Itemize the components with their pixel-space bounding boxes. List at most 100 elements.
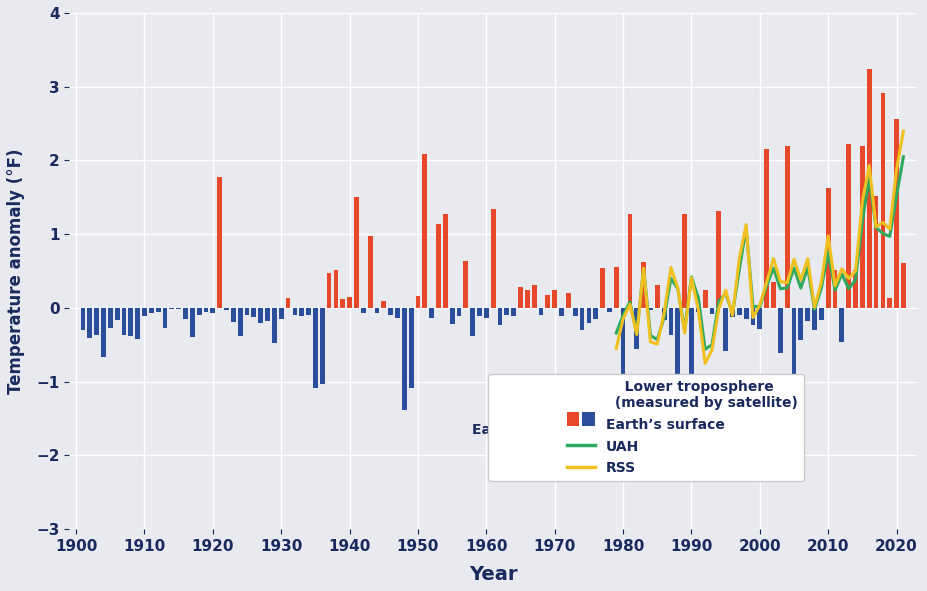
Bar [702,290,706,308]
Bar [681,213,686,308]
Bar [375,308,379,313]
Bar [600,268,604,308]
Bar [894,119,898,308]
Bar [483,308,489,317]
Bar [770,282,775,308]
Bar [531,285,536,308]
Bar [900,263,905,308]
Bar [128,308,133,336]
Bar [716,212,720,308]
Bar [750,308,755,325]
Bar [777,308,781,353]
Bar [525,290,529,308]
Bar [852,270,857,308]
Bar [620,308,625,389]
Bar [592,308,598,319]
Bar [872,196,878,308]
Bar [170,308,174,309]
Bar [450,308,454,324]
Bar [442,213,447,308]
Bar [278,308,284,319]
Bar [408,308,413,388]
Bar [312,308,317,388]
Bar [162,308,167,328]
Bar [265,308,270,322]
Bar [197,308,201,314]
Bar [490,209,495,308]
Bar [476,308,481,316]
Bar [87,308,92,338]
Bar [320,308,324,384]
Bar [436,224,440,308]
Bar [306,308,311,314]
Bar [361,308,365,313]
Bar [463,261,468,308]
Bar [886,298,891,308]
Bar [866,69,870,308]
Bar [326,273,331,308]
Bar [756,308,761,329]
Bar [627,215,631,308]
Bar [647,308,652,310]
Bar [231,308,235,322]
Bar [606,308,611,313]
Bar [545,295,550,308]
Bar [81,308,85,330]
Bar [730,308,734,317]
Bar [340,299,345,308]
Bar [661,308,666,320]
Legend: Earth’s surface, UAH, RSS: Earth’s surface, UAH, RSS [488,375,803,481]
Bar [210,308,215,313]
Text: Earth’s surface: Earth’s surface [472,423,590,437]
Bar [354,197,359,308]
Bar [667,308,673,335]
Bar [839,308,844,342]
Bar [387,308,393,314]
Bar [613,267,618,308]
Bar [695,308,700,311]
Bar [108,308,112,328]
Bar [880,93,884,308]
Bar [654,285,659,308]
Bar [237,308,242,336]
Bar [559,308,564,316]
Bar [156,308,160,313]
Bar [203,308,209,313]
Bar [811,308,816,330]
Bar [101,308,106,358]
Bar [825,188,830,308]
Bar [121,308,126,335]
Bar [245,308,249,316]
Bar [586,308,590,323]
Bar [142,308,146,316]
Bar [115,308,120,320]
Bar [183,308,187,319]
Bar [286,298,290,308]
Bar [797,308,803,340]
Bar [135,308,140,339]
Bar [381,301,386,308]
Bar [538,308,543,314]
Bar [456,308,461,316]
Bar [819,308,823,320]
Bar [791,308,795,391]
Bar [845,144,850,308]
Bar [859,146,864,308]
Bar [299,308,304,316]
Bar [422,154,426,308]
Bar [347,297,351,308]
Bar [395,308,400,319]
Bar [224,308,229,310]
Bar [743,308,748,319]
Bar [517,287,522,308]
Bar [722,308,728,352]
Bar [415,296,420,308]
Bar [634,308,639,349]
Bar [565,293,570,308]
Bar [764,149,768,308]
Bar [251,308,256,317]
Bar [272,308,276,343]
Bar [552,290,556,308]
Bar [497,308,502,325]
Bar [176,308,181,310]
